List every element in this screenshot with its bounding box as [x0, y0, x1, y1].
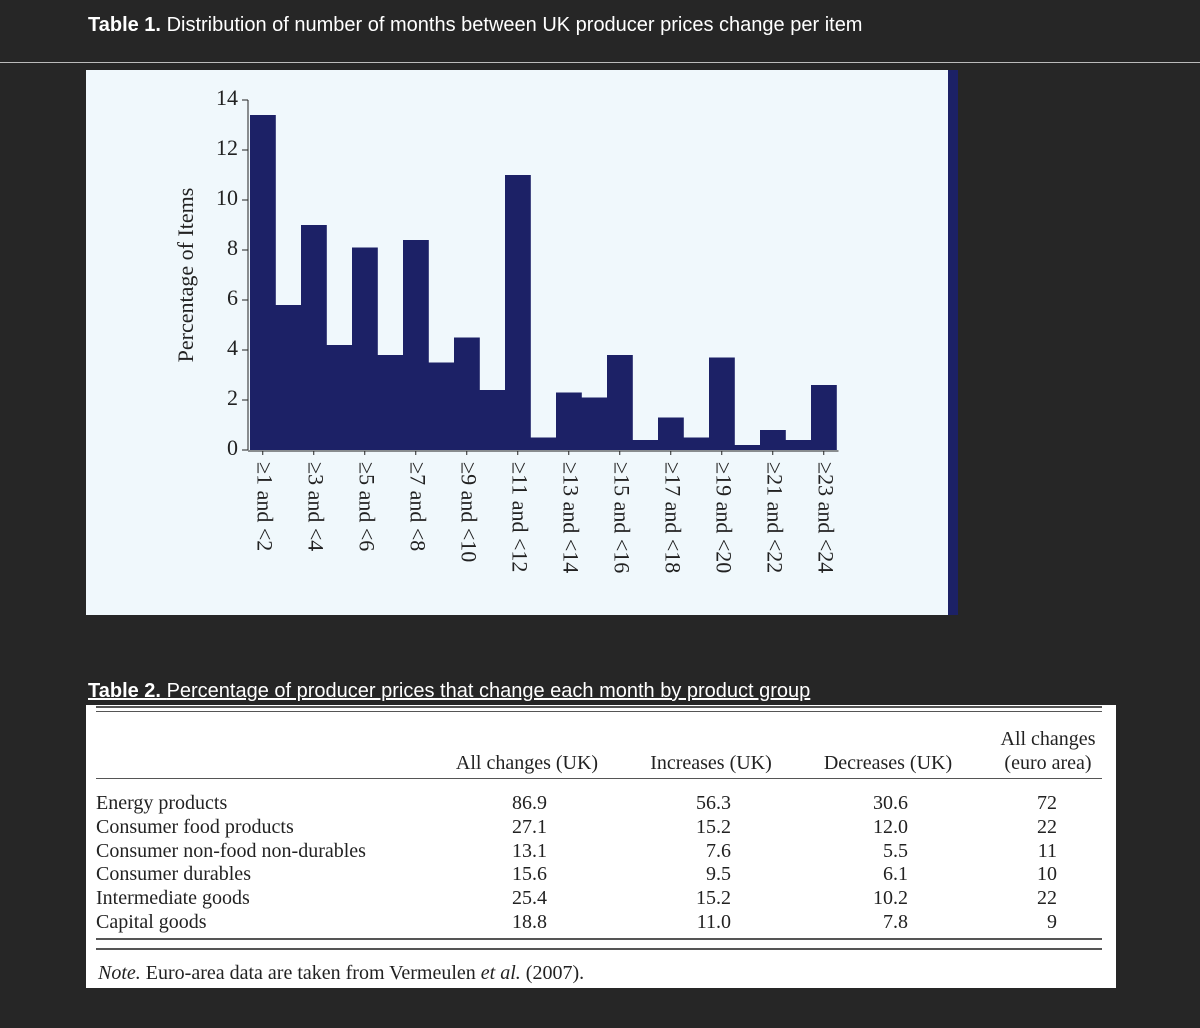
x-tick-label: ≥13 and <14 — [559, 462, 584, 573]
divider — [0, 62, 1200, 63]
y-tick-label: 2 — [227, 385, 238, 410]
table-value: 6.1 — [883, 863, 908, 886]
bar — [479, 390, 506, 450]
x-tick-label: ≥23 and <24 — [814, 462, 839, 573]
bar — [352, 247, 378, 450]
rule — [96, 706, 1102, 708]
x-tick-label: ≥9 and <10 — [457, 462, 482, 562]
bar — [505, 175, 531, 450]
rule — [96, 778, 1102, 779]
title-text: Percentage of producer prices that chang… — [166, 680, 811, 702]
table-value: 9 — [1047, 911, 1057, 933]
column-header: All changes (euro area) — [1000, 728, 1096, 774]
bar — [785, 440, 812, 450]
bar — [581, 397, 608, 450]
chart: Percentage of Items 0 2 4 6 8 10 12 14 ≥1 and <2… — [173, 85, 839, 573]
bar — [403, 240, 429, 450]
row-label: Energy products — [96, 792, 228, 814]
note-label: Note. — [98, 962, 141, 984]
x-tick-label: ≥19 and <20 — [712, 462, 737, 573]
x-tick-label: ≥11 and <12 — [508, 462, 533, 572]
table-value: 9.5 — [706, 863, 731, 886]
table-value: 15.2 — [696, 887, 731, 910]
y-tick-label: 10 — [216, 185, 238, 210]
row-label: Consumer non-food non-durables — [96, 839, 366, 862]
note: Note. Euro-area data are taken from Verm… — [98, 961, 584, 985]
row-label: Consumer food products — [96, 815, 294, 838]
table-value: 10 — [1037, 863, 1057, 886]
table1-title: Table 1. Distribution of number of month… — [88, 14, 862, 37]
table-label: Table 2. — [88, 680, 161, 702]
table-value: 11 — [1037, 839, 1057, 862]
table-value: 7.8 — [883, 911, 908, 933]
column-header: Increases (UK) — [650, 752, 772, 774]
bar — [734, 445, 761, 450]
bar — [632, 440, 659, 450]
note-tail: (2007). — [525, 962, 585, 984]
rule — [96, 948, 1102, 950]
bar — [454, 337, 480, 450]
x-tick-label: ≥5 and <6 — [355, 462, 380, 551]
y-tick-label: 12 — [216, 135, 238, 160]
bar — [607, 355, 633, 450]
bar — [658, 417, 684, 450]
row-label: Intermediate goods — [96, 887, 250, 910]
bar — [301, 225, 327, 450]
bar — [760, 430, 786, 450]
rule — [96, 711, 1102, 712]
table-value: 72 — [1037, 792, 1057, 814]
bar — [683, 437, 710, 450]
bar — [556, 392, 582, 450]
x-tick-label: ≥21 and <22 — [763, 462, 788, 573]
table-value: 13.1 — [512, 839, 547, 862]
y-tick-label: 14 — [216, 85, 238, 110]
table-value: 7.6 — [706, 839, 731, 862]
y-axis-title: Percentage of Items — [173, 188, 198, 363]
table-value: 5.5 — [883, 839, 908, 862]
table-value: 25.4 — [512, 887, 547, 910]
x-tick-label: ≥17 and <18 — [661, 462, 686, 573]
table-value: 56.3 — [696, 792, 731, 814]
bar — [275, 305, 302, 450]
x-tick-label: ≥7 and <8 — [406, 462, 431, 551]
table-value: 15.6 — [512, 863, 547, 886]
title-text: Distribution of number of months between… — [166, 14, 863, 36]
bar — [250, 115, 276, 450]
table-value: 22 — [1037, 887, 1057, 910]
table2-title: Table 2. Percentage of producer prices t… — [88, 680, 810, 703]
bar — [811, 385, 837, 450]
table: Note. Euro-area data are taken from Verm… — [86, 705, 1116, 988]
table-value: 30.6 — [873, 792, 908, 814]
row-label: Capital goods — [96, 911, 207, 933]
table-value: 27.1 — [512, 815, 547, 838]
column-header: Decreases (UK) — [823, 752, 953, 774]
table-value: 18.8 — [512, 911, 547, 933]
table-value: 10.2 — [873, 887, 908, 910]
table-value: 86.9 — [512, 792, 547, 814]
table-value: 11.0 — [696, 911, 731, 933]
y-tick-label: 0 — [227, 435, 238, 460]
column-header: All changes (UK) — [455, 752, 599, 774]
note-emphasis: et al. — [480, 962, 521, 984]
bar — [377, 355, 404, 450]
table-value: 22 — [1037, 815, 1057, 838]
table-label: Table 1. — [88, 14, 161, 36]
y-tick-label: 6 — [227, 285, 238, 310]
bar — [428, 362, 455, 450]
bar — [530, 437, 557, 450]
x-tick-label: ≥15 and <16 — [610, 462, 635, 573]
note-text: Euro-area data are taken from Vermeulen — [145, 962, 476, 984]
table-value: 15.2 — [696, 815, 731, 838]
rule — [96, 938, 1102, 940]
bar — [326, 345, 353, 450]
row-label: Consumer durables — [96, 863, 251, 886]
table-value: 12.0 — [873, 815, 908, 838]
y-tick-label: 4 — [227, 335, 238, 360]
bar — [709, 357, 735, 450]
x-tick-label: ≥1 and <2 — [253, 462, 278, 551]
x-tick-label: ≥3 and <4 — [304, 462, 329, 551]
y-tick-label: 8 — [227, 235, 238, 260]
